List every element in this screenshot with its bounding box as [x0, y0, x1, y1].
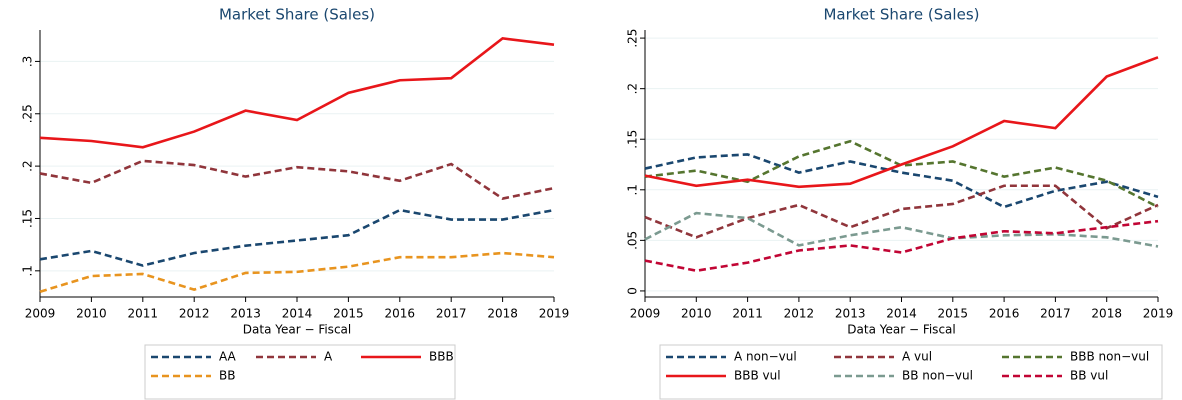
x-tick-label: 2019	[539, 307, 570, 321]
y-tick-label: .25	[626, 29, 640, 48]
legend-label: A vul	[902, 350, 932, 364]
legend-label: BB non−vul	[902, 369, 973, 383]
legend-label: BBB	[429, 350, 454, 364]
x-tick-label: 2018	[1091, 307, 1122, 321]
x-tick-label: 2017	[1040, 307, 1071, 321]
legend-label: A	[324, 350, 333, 364]
x-tick-label: 2011	[128, 307, 159, 321]
x-tick-label: 2012	[784, 307, 815, 321]
y-tick-label: .1	[626, 184, 640, 195]
series-line	[644, 153, 1159, 209]
chart: Market Share (Sales) .1 .15 .2 .25 .3 2009 2010…	[21, 6, 570, 400]
legend-box	[659, 344, 1163, 400]
x-tick-label: 2017	[436, 307, 467, 321]
x-tick-label: 2013	[230, 307, 261, 321]
y-tick-label: .25	[21, 104, 35, 123]
x-tick-label: 2012	[179, 307, 210, 321]
series-line	[644, 219, 1159, 273]
x-tick-label: 2016	[989, 307, 1020, 321]
x-tick-label: 2010	[681, 307, 712, 321]
legend-label: BB	[219, 369, 235, 383]
y-tick-label: .15	[626, 130, 640, 149]
x-axis-title: Data Year − Fiscal	[243, 323, 351, 337]
legend-label: BB vul	[1070, 369, 1108, 383]
legend-label: BBB vul	[734, 369, 781, 383]
x-tick-label: 2014	[886, 307, 917, 321]
series-line	[39, 159, 555, 200]
chart-title: Market Share (Sales)	[823, 6, 979, 24]
series-line	[644, 184, 1159, 239]
x-tick-label: 2019	[1143, 307, 1174, 321]
legend-label: AA	[219, 350, 237, 364]
series-line	[39, 37, 555, 149]
y-tick-label: .1	[21, 265, 35, 276]
y-tick-label: .05	[626, 231, 640, 250]
x-tick-label: 2018	[487, 307, 518, 321]
y-tick-label: .2	[21, 160, 35, 171]
x-tick-label: 2016	[385, 307, 416, 321]
x-tick-label: 2010	[76, 307, 107, 321]
x-axis-title: Data Year − Fiscal	[847, 323, 955, 337]
y-tick-label: .15	[21, 209, 35, 228]
x-tick-label: 2014	[282, 307, 313, 321]
legend-label: BBB non−vul	[1070, 350, 1149, 364]
series-line	[39, 208, 555, 267]
chart: Market Share (Sales) 0 .05 .1 .15 .2 .25 2009 20…	[626, 6, 1174, 400]
chart-title: Market Share (Sales)	[219, 6, 375, 24]
x-tick-label: 2015	[938, 307, 969, 321]
x-tick-label: 2013	[835, 307, 866, 321]
y-tick-label: .2	[626, 83, 640, 94]
x-tick-label: 2015	[333, 307, 364, 321]
legend-label: A non−vul	[734, 350, 797, 364]
series-line	[644, 56, 1159, 189]
x-tick-label: 2011	[732, 307, 763, 321]
y-tick-label: 0	[626, 287, 640, 295]
series-line	[644, 139, 1159, 209]
series-line	[644, 211, 1159, 248]
x-tick-label: 2009	[25, 307, 56, 321]
legend-box	[144, 344, 456, 400]
series-line	[39, 251, 555, 294]
x-tick-label: 2009	[630, 307, 661, 321]
y-tick-label: .3	[21, 56, 35, 67]
